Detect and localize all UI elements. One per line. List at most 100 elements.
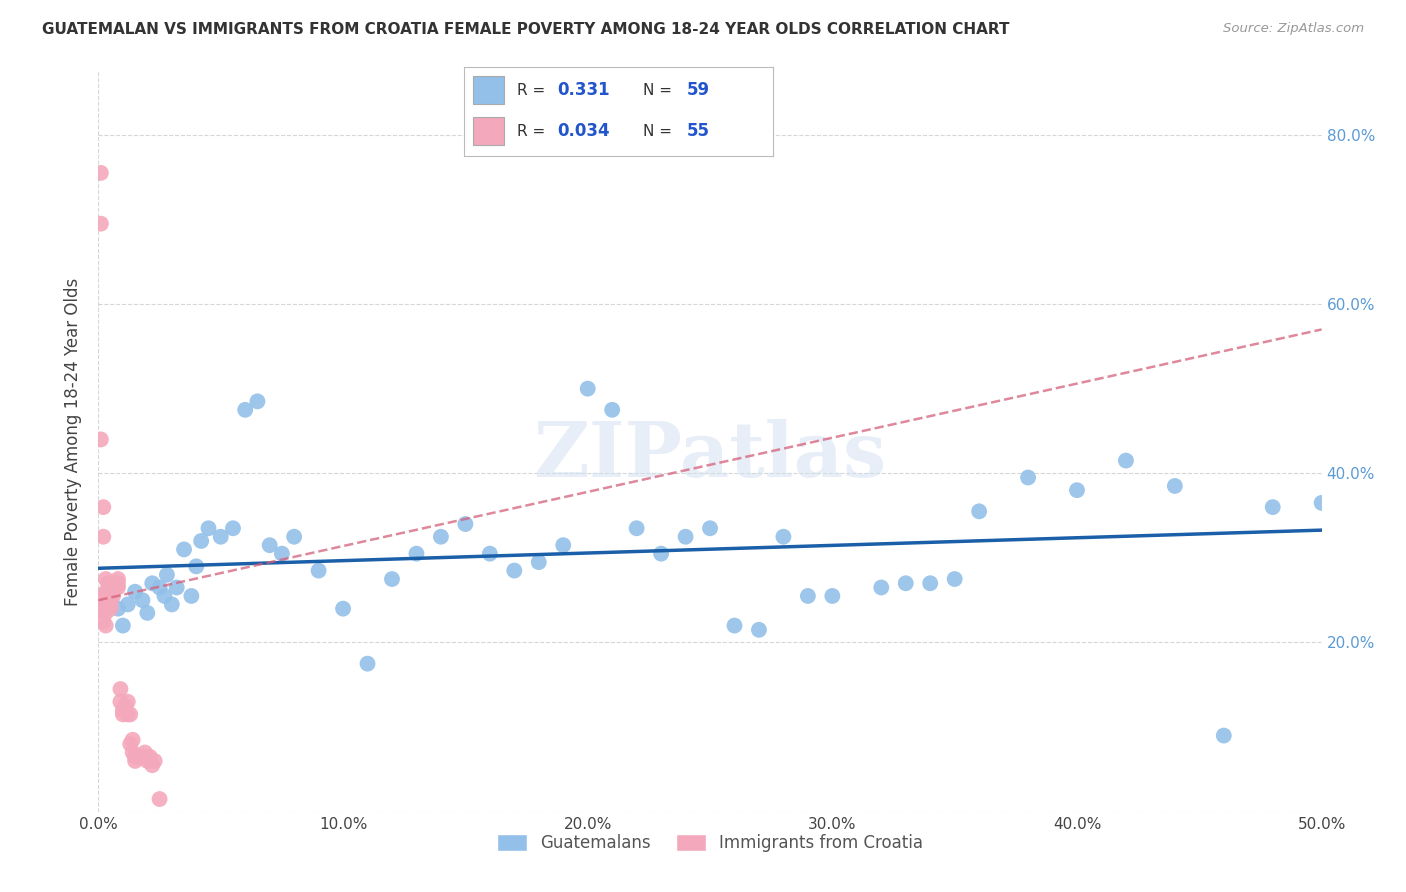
Point: [114, 698, 136, 713]
Point: [478, 547, 501, 561]
Point: [356, 657, 378, 671]
Point: [121, 746, 143, 760]
Point: [173, 542, 195, 557]
Point: [1164, 479, 1187, 493]
Point: [149, 581, 172, 595]
Point: [114, 703, 136, 717]
Point: [308, 564, 330, 578]
Point: [91, 500, 114, 515]
Point: [943, 572, 966, 586]
Point: [91, 615, 114, 629]
Point: [259, 538, 281, 552]
FancyBboxPatch shape: [474, 76, 505, 104]
Point: [405, 547, 427, 561]
Point: [91, 601, 114, 615]
Point: [100, 598, 122, 612]
Point: [772, 530, 794, 544]
Point: [110, 695, 132, 709]
Point: [180, 589, 202, 603]
Point: [111, 707, 134, 722]
Text: 0.331: 0.331: [557, 81, 609, 99]
Point: [131, 593, 153, 607]
Point: [104, 581, 127, 595]
Point: [748, 623, 770, 637]
Point: [430, 530, 453, 544]
Point: [270, 547, 294, 561]
Text: N =: N =: [644, 83, 678, 97]
Point: [110, 681, 132, 696]
Point: [101, 589, 124, 603]
FancyBboxPatch shape: [474, 117, 505, 145]
Point: [153, 589, 176, 603]
Point: [120, 737, 142, 751]
Point: [246, 394, 269, 409]
Text: ZIPatlas: ZIPatlas: [533, 419, 887, 493]
Point: [149, 792, 172, 806]
Point: [821, 589, 844, 603]
Point: [101, 576, 124, 591]
Point: [100, 589, 122, 603]
Point: [197, 521, 219, 535]
Point: [136, 754, 159, 768]
Point: [600, 402, 623, 417]
Point: [124, 754, 146, 768]
Text: R =: R =: [516, 83, 550, 97]
Point: [156, 567, 179, 582]
Point: [117, 695, 139, 709]
Point: [90, 166, 112, 180]
Point: [699, 521, 721, 535]
Point: [503, 564, 526, 578]
Point: [90, 589, 112, 603]
Text: GUATEMALAN VS IMMIGRANTS FROM CROATIA FEMALE POVERTY AMONG 18-24 YEAR OLDS CORRE: GUATEMALAN VS IMMIGRANTS FROM CROATIA FE…: [42, 22, 1010, 37]
Point: [723, 618, 745, 632]
Y-axis label: Female Poverty Among 18-24 Year Olds: Female Poverty Among 18-24 Year Olds: [65, 277, 83, 606]
Point: [129, 749, 152, 764]
Point: [94, 618, 117, 632]
Point: [1066, 483, 1088, 498]
Point: [381, 572, 404, 586]
Point: [127, 749, 149, 764]
Point: [94, 598, 117, 612]
Point: [100, 593, 122, 607]
Point: [675, 530, 697, 544]
Point: [527, 555, 550, 569]
Point: [97, 589, 120, 603]
Point: [143, 754, 166, 768]
Point: [141, 758, 163, 772]
Text: 59: 59: [686, 81, 710, 99]
Point: [283, 530, 305, 544]
Point: [920, 576, 942, 591]
Point: [160, 598, 183, 612]
Point: [209, 530, 232, 544]
Legend: Guatemalans, Immigrants from Croatia: Guatemalans, Immigrants from Croatia: [491, 828, 929, 859]
Point: [100, 601, 122, 615]
Point: [91, 530, 114, 544]
Point: [101, 584, 124, 599]
Text: 0.034: 0.034: [557, 122, 609, 140]
Text: Source: ZipAtlas.com: Source: ZipAtlas.com: [1223, 22, 1364, 36]
Point: [894, 576, 917, 591]
Text: 55: 55: [686, 122, 710, 140]
Point: [134, 746, 156, 760]
Point: [100, 589, 122, 603]
Point: [94, 572, 117, 586]
Point: [107, 601, 129, 615]
Point: [1017, 470, 1039, 484]
Point: [1115, 453, 1137, 467]
Point: [1261, 500, 1284, 515]
Point: [233, 402, 256, 417]
Point: [117, 707, 139, 722]
Point: [870, 581, 893, 595]
Point: [107, 581, 129, 595]
Point: [332, 601, 354, 615]
Point: [141, 576, 163, 591]
Point: [1310, 496, 1333, 510]
Point: [131, 749, 153, 764]
Point: [553, 538, 575, 552]
Point: [90, 433, 112, 447]
Point: [136, 606, 159, 620]
Point: [111, 618, 134, 632]
Point: [650, 547, 672, 561]
Point: [454, 516, 477, 531]
Point: [967, 504, 990, 518]
